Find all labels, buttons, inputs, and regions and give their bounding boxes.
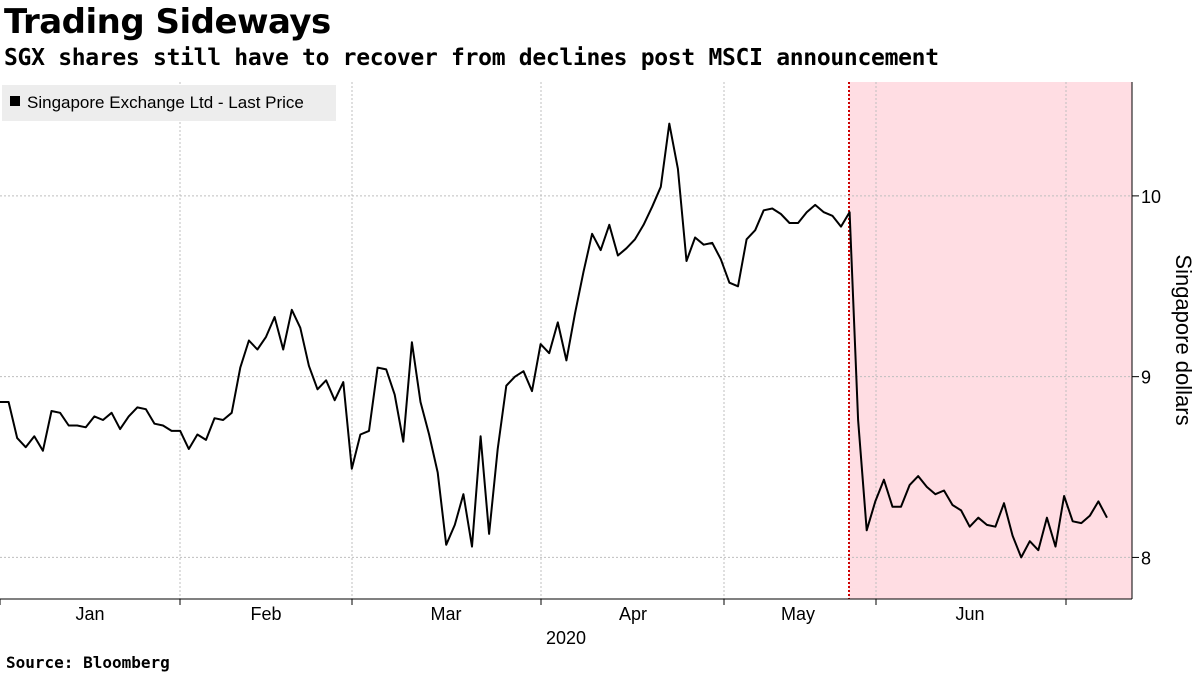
x-tick-label: Apr	[619, 604, 647, 624]
x-year-label: 2020	[546, 628, 586, 648]
x-tick-label: Mar	[431, 604, 462, 624]
chart-title: Trading Sideways	[4, 2, 331, 42]
legend-box	[2, 85, 336, 121]
y-tick-label: 10	[1141, 187, 1161, 207]
x-tick-label: Jun	[955, 604, 984, 624]
x-tick-label: Feb	[250, 604, 281, 624]
x-tick-label: Jan	[75, 604, 104, 624]
source-note: Source: Bloomberg	[6, 653, 170, 672]
y-tick-label: 8	[1141, 548, 1151, 568]
chart-subtitle: SGX shares still have to recover from de…	[4, 45, 939, 71]
y-tick-label: 9	[1141, 368, 1151, 388]
legend-label: Singapore Exchange Ltd - Last Price	[27, 93, 304, 112]
y-axis-title: Singapore dollars	[1171, 254, 1196, 425]
x-tick-label: May	[781, 604, 815, 624]
highlight-band	[849, 82, 1132, 599]
legend-swatch	[10, 96, 20, 106]
series-line	[0, 122, 1108, 559]
